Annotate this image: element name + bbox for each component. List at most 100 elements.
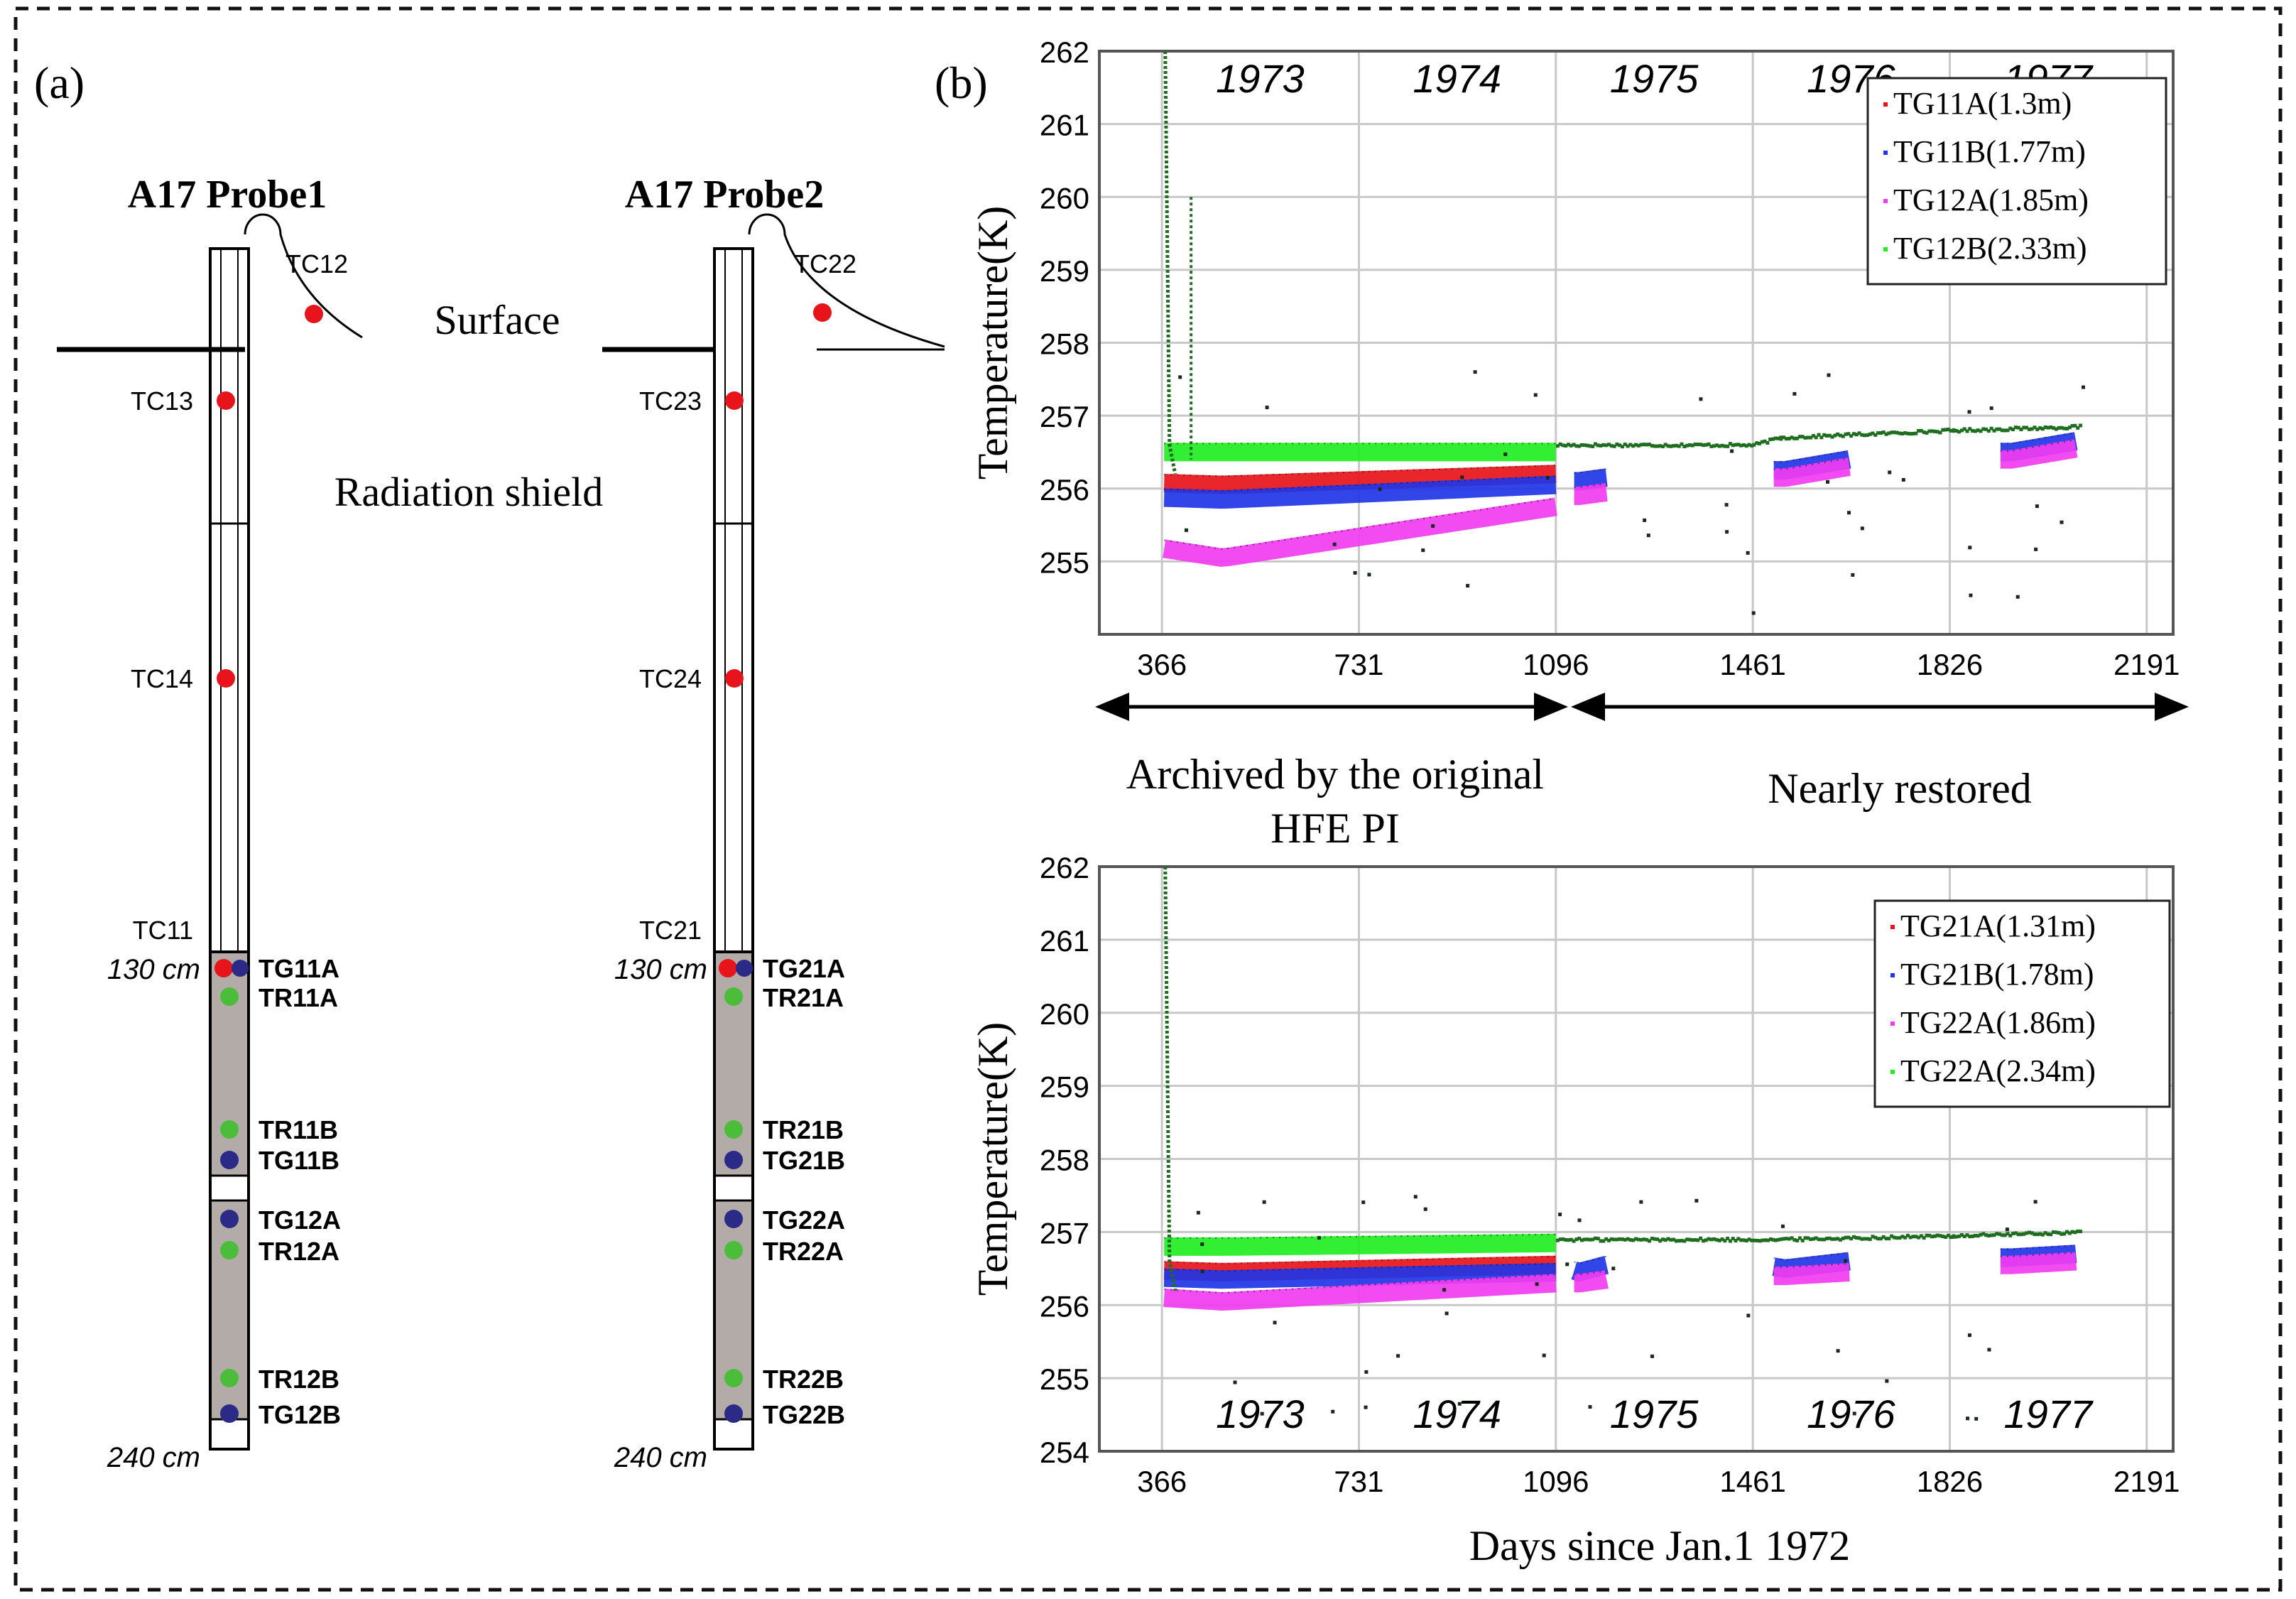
restored-trace-point: [1797, 435, 1802, 439]
restored-trace-point: [2011, 428, 2015, 432]
restored-trace-point: [1669, 1237, 1673, 1242]
legend: TG11A(1.3m) TG11B(1.77m) TG12A(1.85m) TG12B…: [1866, 77, 2167, 286]
restored-trace-point: [1868, 432, 1872, 436]
restored-trace-point: [1863, 1237, 1867, 1241]
radiation-shield-label: Radiation shield: [334, 469, 604, 515]
restored-trace-point: [1998, 427, 2002, 431]
restored-trace-point: [1596, 1237, 1600, 1241]
y-tick-label: 256: [1040, 473, 1089, 506]
restored-trace-point: [1696, 443, 1700, 447]
x-tick-label: 2191: [2113, 1465, 2180, 1498]
restored-trace-point: [1564, 1237, 1568, 1242]
restored-trace-point: [1585, 443, 1589, 448]
outlier-point: [1974, 1416, 1979, 1421]
restored-trace-point: [1976, 1234, 1980, 1238]
restored-trace-point: [1938, 430, 1942, 435]
initial-spike: [1163, 867, 1177, 1291]
restored-trace-point: [1591, 1237, 1595, 1242]
restored-trace-point: [1642, 1237, 1646, 1242]
restored-trace-point: [1876, 431, 1881, 435]
restored-trace-point: [1989, 1233, 1993, 1237]
restored-trace-point: [1792, 436, 1797, 440]
outlier-point: [2015, 595, 2020, 599]
restored-trace-point: [1857, 431, 1861, 435]
restored-trace-point: [1599, 1239, 1603, 1243]
restored-trace-point: [1900, 431, 1905, 435]
restored-trace-point: [1905, 431, 1910, 435]
restored-trace-point: [2046, 426, 2050, 430]
restored-trace-point: [1685, 1237, 1690, 1242]
series-band: [2000, 1252, 2077, 1274]
restored-trace-point: [1892, 430, 1896, 435]
restored-trace-point: [1892, 1235, 1896, 1240]
year-label: 1974: [1413, 56, 1501, 101]
restored-trace-point: [1636, 443, 1641, 448]
outlier-point: [1558, 1213, 1562, 1217]
outlier-point: [1725, 530, 1729, 534]
restored-trace-point: [1650, 443, 1654, 448]
outlier-point: [1535, 1282, 1539, 1286]
restored-trace-point: [2011, 1232, 2015, 1236]
restored-trace-point: [2013, 1231, 2018, 1235]
outlier-point: [1588, 1405, 1592, 1409]
y-tick-label: 254: [1040, 1436, 1089, 1469]
restored-trace-point: [1776, 436, 1780, 440]
restored-trace-point: [1712, 1237, 1716, 1241]
restored-trace-point: [2057, 1231, 2061, 1235]
restored-trace-point: [1851, 432, 1856, 436]
outlier-point: [1611, 1267, 1616, 1271]
series-band: [1773, 457, 1851, 487]
outlier-point: [1444, 1311, 1449, 1316]
restored-trace-point: [2030, 427, 2034, 431]
restored-trace-point: [1618, 1237, 1622, 1241]
probe-2-tc23-dot: [725, 391, 744, 410]
restored-trace-point: [1957, 1234, 1962, 1238]
restored-trace-point: [1682, 445, 1687, 449]
year-label: 1977: [2003, 1392, 2093, 1436]
outlier-point: [1851, 573, 1855, 577]
restored-trace-point: [1932, 429, 1937, 433]
series-band: [1163, 465, 1557, 494]
restored-trace-point: [1682, 1239, 1687, 1243]
series-TG22A(2.34m): [1164, 1233, 1556, 1256]
restored-trace-point: [1696, 1238, 1700, 1242]
restored-trace-point: [2065, 1230, 2069, 1234]
restored-trace-point: [1606, 443, 1611, 447]
restored-trace-point: [1750, 443, 1754, 448]
probe-1-tr11b-dot: [220, 1120, 239, 1139]
restored-trace-point: [1690, 443, 1694, 448]
restored-trace-point: [1959, 428, 1964, 433]
probe-1-tg11a-dot: [232, 960, 249, 977]
outlier-point: [1885, 1379, 1889, 1383]
probe-2-tr22a-dot: [724, 1241, 743, 1259]
probe-2-cable: [748, 213, 945, 348]
outlier-point: [1317, 1236, 1321, 1240]
restored-trace-point: [1566, 1238, 1570, 1242]
outlier-point: [1196, 1210, 1200, 1215]
restored-trace-point: [1795, 1238, 1800, 1242]
restored-trace-point: [1633, 1237, 1638, 1241]
restored-trace-point: [1569, 1237, 1573, 1242]
restored-trace-point: [1723, 444, 1727, 448]
restored-trace-point: [1609, 444, 1614, 448]
outlier-point: [1780, 1224, 1785, 1228]
restored-trace-point: [1736, 1237, 1741, 1241]
probe-2-tube: [713, 247, 754, 1451]
restored-trace-point: [2030, 1231, 2034, 1235]
series-TG22A(1.86m): [1163, 1252, 2077, 1311]
restored-trace-point: [1817, 1237, 1821, 1242]
restored-trace-point: [1965, 1233, 1969, 1237]
restored-trace-point: [1908, 432, 1913, 436]
restored-trace-point: [2027, 427, 2031, 431]
restored-trace-point: [1857, 1236, 1861, 1240]
restored-trace-point: [1677, 1239, 1681, 1243]
restored-trace-point: [1806, 435, 1810, 440]
restored-trace-point: [1620, 445, 1624, 449]
series-band: [1164, 1233, 1556, 1256]
restored-trace-point: [1717, 444, 1721, 448]
restored-trace-point: [2000, 428, 2004, 433]
restored-trace-point: [1653, 444, 1657, 448]
probe-1-tg11b-label: TG11B: [259, 1146, 339, 1175]
outlier-point: [2060, 520, 2064, 524]
probe-1-tg12a-dot: [220, 1210, 239, 1228]
